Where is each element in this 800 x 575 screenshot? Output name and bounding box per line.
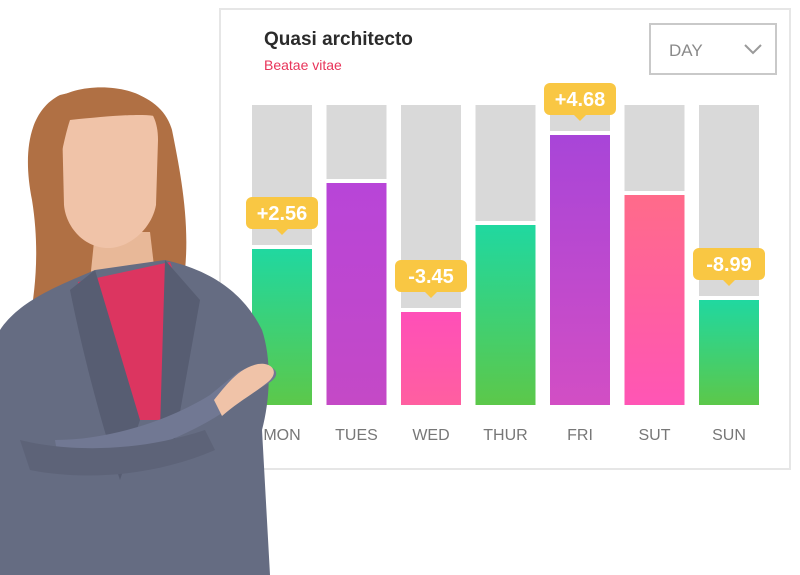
bar-separator: [475, 221, 536, 225]
bar-tues: [326, 183, 387, 405]
bar-separator: [624, 191, 685, 195]
x-tick-label: FRI: [567, 427, 593, 444]
chevron-down-icon: [744, 44, 762, 55]
callout-pointer: [425, 292, 437, 298]
bar-thur: [475, 225, 536, 405]
callout-pointer: [276, 229, 288, 235]
period-dropdown-value: DAY: [669, 41, 703, 60]
bar-wed: [401, 312, 461, 405]
callout-badge: [395, 260, 467, 292]
period-dropdown[interactable]: DAY: [649, 23, 777, 75]
callout-label: -8.99: [706, 254, 752, 276]
x-tick-label: TUES: [335, 427, 378, 444]
bar-sun: [699, 300, 759, 405]
bar-sut: [624, 195, 685, 405]
callout-label: +2.56: [257, 203, 308, 225]
callout-pointer: [574, 115, 586, 121]
x-tick-label: SUT: [639, 427, 671, 444]
callout-badge: [246, 197, 318, 229]
callout-badge: [544, 83, 616, 115]
callout-label: -3.45: [408, 266, 454, 288]
x-tick-label: MON: [263, 427, 300, 444]
bar-fri: [550, 135, 610, 405]
callout-label: +4.68: [555, 89, 606, 111]
x-tick-label: WED: [412, 427, 449, 444]
bar-separator: [326, 179, 387, 183]
callout-pointer: [723, 280, 735, 286]
x-tick-label: THUR: [483, 427, 527, 444]
callout-badge: [693, 248, 765, 280]
bar-separator: [699, 296, 759, 300]
bar-separator: [550, 131, 610, 135]
chart-subtitle: Beatae vitae: [264, 57, 342, 73]
person-figure: [0, 87, 277, 575]
bar-separator: [252, 245, 312, 249]
x-tick-label: SUN: [712, 427, 746, 444]
bar-separator: [401, 308, 461, 312]
chart-title: Quasi architecto: [264, 29, 413, 50]
